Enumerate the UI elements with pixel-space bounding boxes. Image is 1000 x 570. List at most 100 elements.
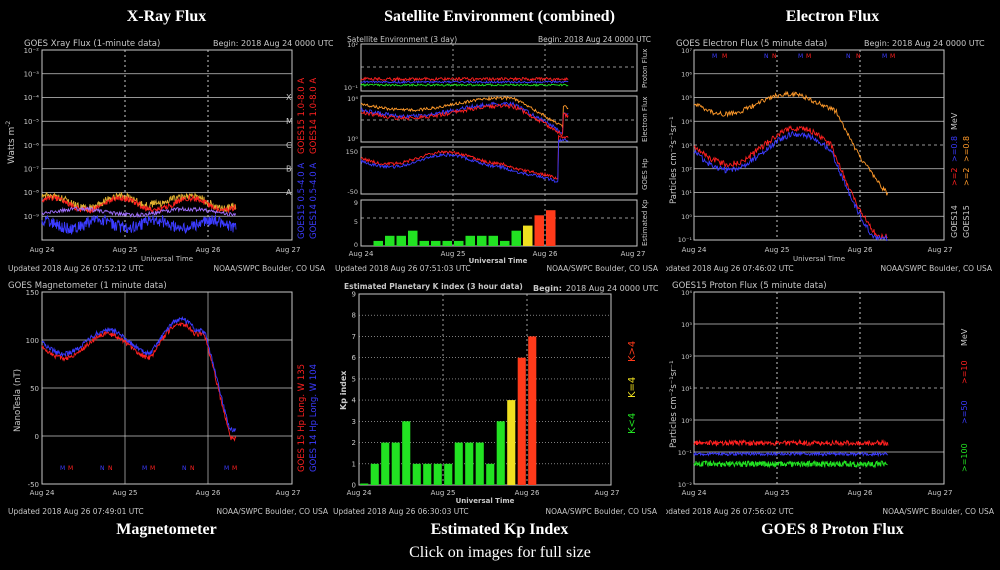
kp-panel[interactable]: Estimated Planetary K index (3 hour data… xyxy=(333,280,666,520)
electron-series-line xyxy=(693,130,888,242)
satenv-hp-frame xyxy=(360,146,638,195)
kp-yticks: 0 1 2 3 4 5 6 7 8 9 xyxy=(352,291,357,490)
satenv-electron-frame xyxy=(360,95,638,143)
satenv-kp-bar xyxy=(523,225,533,246)
proton-chart: GOES15 Proton Flux (5 minute data) 10⁴ 1… xyxy=(666,281,995,516)
electron-xticks: Aug 24 Aug 25 Aug 26 Aug 27 Universal Ti… xyxy=(682,246,953,263)
proton-series-line xyxy=(693,459,888,469)
xray-ytick: 10⁻² xyxy=(24,47,40,55)
xray-class: X xyxy=(286,93,292,102)
electron-legend-item: >=0.8 xyxy=(962,136,971,162)
satenv-chart: Satellite Environment (3 day) Begin: 201… xyxy=(335,35,659,273)
satenv-panel[interactable]: Satellite Environment (3 day) Begin: 201… xyxy=(333,34,666,274)
kp-bar xyxy=(444,463,453,485)
xray-begin: Begin: 2018 Aug 24 0000 UTC xyxy=(213,39,333,48)
kp-ytick: 8 xyxy=(352,312,356,320)
xray-series-line xyxy=(41,214,237,236)
svg-text:N: N xyxy=(856,53,861,60)
kp-chart: Estimated Planetary K index (3 hour data… xyxy=(333,282,659,516)
xray-yticks: 10⁻² 10⁻³ 10⁻⁴ 10⁻⁵ 10⁻⁶ 10⁻⁷ 10⁻⁸ 10⁻⁹ xyxy=(24,47,40,221)
kp-xtick: Aug 27 xyxy=(595,489,620,497)
proton-legend-item: >=100 xyxy=(960,443,969,472)
proton-updated: Updated 2018 Aug 26 07:56:02 UTC xyxy=(666,507,794,516)
electron-updated: Updated 2018 Aug 26 07:46:02 UTC xyxy=(666,264,794,273)
svg-text:N: N xyxy=(182,465,187,472)
xray-panel[interactable]: GOES Xray Flux (1-minute data) Begin: 20… xyxy=(0,34,333,274)
satenv-kp-bar xyxy=(442,240,452,246)
electron-ytick: 10⁵ xyxy=(681,94,692,102)
proton-xtick: Aug 26 xyxy=(848,489,873,497)
kp-bar xyxy=(381,442,390,485)
kp-bar xyxy=(402,421,411,485)
mag-xtick: Aug 27 xyxy=(276,489,301,497)
kp-ytick: 9 xyxy=(352,291,356,299)
xray-xticks: Aug 24 Aug 25 Aug 26 Aug 27 Universal Ti… xyxy=(30,246,301,263)
electron-series-line xyxy=(693,90,889,196)
kp-xtick: Aug 25 xyxy=(431,489,456,497)
kp-bar xyxy=(475,442,484,485)
xray-class: C xyxy=(286,141,292,150)
xray-ytick: 10⁻⁵ xyxy=(24,118,40,126)
proton-ylabel: Particles cm⁻²s⁻¹sr⁻¹ xyxy=(669,360,679,448)
kp-bar xyxy=(412,463,421,485)
xray-xtick: Aug 27 xyxy=(276,246,301,254)
svg-text:M: M xyxy=(712,53,717,60)
proton-series-line xyxy=(693,438,889,448)
kp-bar xyxy=(496,421,505,485)
svg-text:M: M xyxy=(150,465,155,472)
proton-yticks: 10⁴ 10³ 10² 10¹ 10⁰ 10⁻¹ 10⁻² xyxy=(678,289,693,489)
xray-class: A xyxy=(286,188,292,197)
proton-xticks: Aug 24 Aug 25 Aug 26 Aug 27 xyxy=(682,489,953,497)
xray-ytick: 10⁻⁶ xyxy=(24,142,40,150)
kp-ytick: 2 xyxy=(352,439,356,447)
proton-legend-item: MeV xyxy=(960,328,969,346)
proton-noaa: NOAA/SWPC Boulder, CO USA xyxy=(882,507,994,516)
satenv-series-line xyxy=(360,95,569,128)
xray-series-line xyxy=(41,205,237,219)
electron-legend-item: >=2 xyxy=(950,168,959,187)
electron-noaa: NOAA/SWPC Boulder, CO USA xyxy=(880,264,992,273)
electron-panel[interactable]: GOES Electron Flux (5 minute data) Begin… xyxy=(666,34,999,274)
kp-bar xyxy=(465,442,474,485)
svg-text:M: M xyxy=(232,465,237,472)
satenv-xtick: Aug 27 xyxy=(621,250,646,258)
kp-ytick: 6 xyxy=(352,354,357,362)
electron-legend-item: >=2 xyxy=(962,168,971,187)
electron-ytick: 10² xyxy=(681,166,692,174)
title-kp: Estimated Kp Index xyxy=(430,521,569,538)
kp-bar xyxy=(486,463,495,485)
kp-header: Estimated Planetary K index (3 hour data… xyxy=(344,282,523,291)
proton-ytick: 10⁴ xyxy=(681,289,692,297)
svg-text:M: M xyxy=(68,465,73,472)
kp-legend-item: K=4 xyxy=(627,377,638,398)
proton-ytick: 10⁰ xyxy=(681,417,692,425)
mag-series xyxy=(41,315,237,442)
svg-text:N: N xyxy=(108,465,113,472)
satenv-ytick: 10⁰ xyxy=(347,135,358,143)
electron-legend-item: GOES15 xyxy=(962,205,971,238)
electron-xlabel: Universal Time xyxy=(793,255,845,263)
xray-legend-item: GOES14 0.5-4.0 A xyxy=(309,163,319,239)
kp-bars xyxy=(360,336,537,485)
xray-updated: Updated 2018 Aug 26 07:52:12 UTC xyxy=(8,264,144,273)
svg-text:N: N xyxy=(772,53,777,60)
satenv-kp-bar xyxy=(477,235,487,246)
satenv-ytick: 0 xyxy=(354,241,358,249)
electron-chart: GOES Electron Flux (5 minute data) Begin… xyxy=(666,39,993,273)
satenv-kp-bar xyxy=(396,235,406,246)
svg-text:M: M xyxy=(722,53,727,60)
satenv-ytick: 10⁴ xyxy=(347,95,358,103)
kp-begin: Begin: 2018 Aug 24 0000 UTC xyxy=(533,284,659,293)
xray-xtick: Aug 25 xyxy=(113,246,138,254)
svg-text:M: M xyxy=(224,465,229,472)
kp-bar xyxy=(433,463,442,485)
proton-ytick: 10⁻² xyxy=(678,481,693,489)
satenv-xticks: Aug 24 Aug 25 Aug 26 Aug 27 Universal Ti… xyxy=(349,250,646,265)
mag-ylabel: NanoTesla (nT) xyxy=(13,369,23,432)
electron-ytick: 10⁰ xyxy=(681,213,692,221)
proton-ytick: 10³ xyxy=(681,321,692,329)
kp-ytick: 4 xyxy=(352,397,357,405)
proton-panel[interactable]: GOES15 Proton Flux (5 minute data) 10⁴ 1… xyxy=(666,280,999,520)
